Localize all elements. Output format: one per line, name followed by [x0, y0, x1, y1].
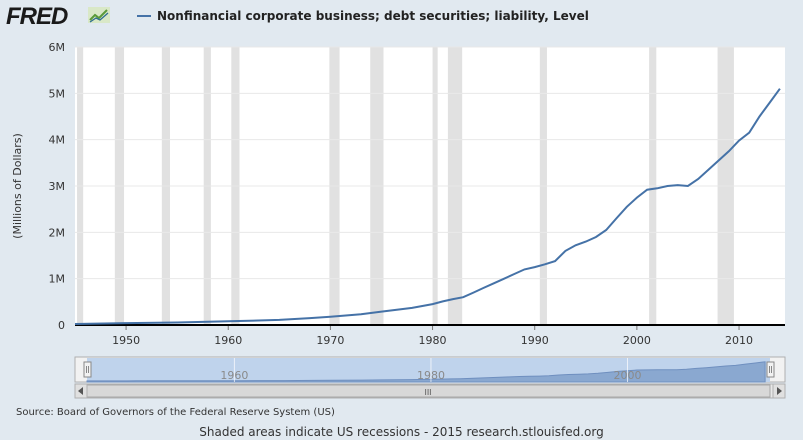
- y-tick-label: 2M: [49, 226, 66, 239]
- y-tick-label: 3M: [49, 180, 66, 193]
- x-tick-label: 2010: [725, 334, 753, 347]
- x-tick-label: 1970: [316, 334, 344, 347]
- right-arrow-icon: [777, 387, 782, 395]
- navigator-right-handle[interactable]: [766, 361, 775, 378]
- chart-header: FRED Nonfinancial corporate business; de…: [0, 0, 803, 34]
- fred-logo[interactable]: FRED: [6, 3, 68, 30]
- scrollbar-grip: III: [424, 388, 431, 397]
- y-tick-label: 1M: [49, 273, 66, 286]
- navigator-tick-label: 1960: [220, 369, 248, 382]
- y-axis-ticks: 0 1M 2M 3M 4M 5M 6M: [49, 41, 66, 332]
- legend-label: Nonfinancial corporate business; debt se…: [157, 9, 589, 23]
- recession-note: Shaded areas indicate US recessions - 20…: [199, 425, 604, 439]
- legend[interactable]: Nonfinancial corporate business; debt se…: [137, 9, 589, 23]
- fred-logo-graph-icon: [88, 7, 110, 23]
- navigator-left-handle[interactable]: [83, 361, 92, 378]
- navigator-tick-label: 2000: [614, 369, 642, 382]
- series-line[interactable]: [74, 88, 781, 325]
- navigator-ticks: 1960 1980 2000: [220, 358, 642, 382]
- x-tick-label: 1990: [521, 334, 549, 347]
- chart-svg: 0 1M 2M 3M 4M 5M 6M 1950 1960 1970 1980 1990 2000 20…: [11, 41, 786, 399]
- y-tick-label: 6M: [49, 41, 66, 54]
- y-axis-label: (Millions of Dollars): [11, 133, 24, 239]
- y-tick-label: 0: [58, 319, 65, 332]
- navigator-series-area: [86, 361, 766, 383]
- legend-line-swatch: [137, 14, 151, 17]
- gridlines: [75, 46, 785, 280]
- navigator-tick-label: 1980: [417, 369, 445, 382]
- x-axis-ticks: 1950 1960 1970 1980 1990 2000 2010: [112, 325, 753, 347]
- navigator[interactable]: 1960 1980 2000 III: [74, 356, 786, 399]
- source-note: Source: Board of Governors of the Federa…: [16, 407, 335, 418]
- left-arrow-icon: [78, 387, 83, 395]
- scrollbar-left-arrow-button[interactable]: [74, 383, 88, 399]
- x-tick-label: 1950: [112, 334, 140, 347]
- x-tick-label: 2000: [623, 334, 651, 347]
- y-tick-label: 4M: [49, 134, 66, 147]
- x-tick-label: 1960: [214, 334, 242, 347]
- scrollbar-right-arrow-button[interactable]: [772, 383, 786, 399]
- y-tick-label: 5M: [49, 87, 66, 100]
- x-tick-label: 1980: [419, 334, 447, 347]
